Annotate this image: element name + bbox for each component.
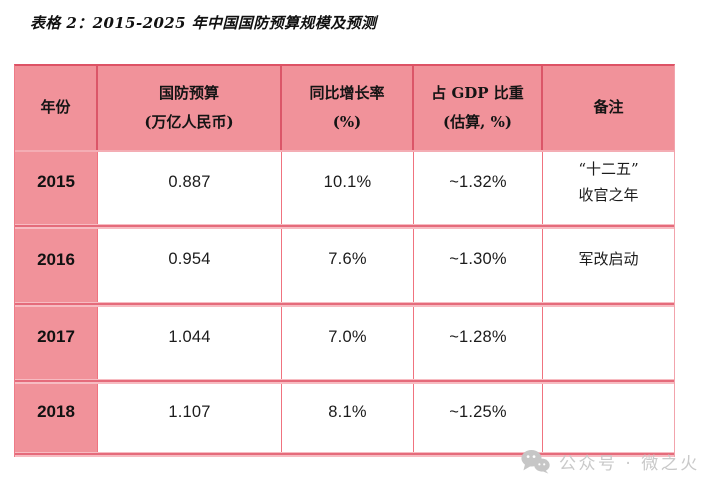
year-cell: 2016 bbox=[15, 229, 98, 302]
table-row-2018: 2018 1.107 8.1% ~1.25% bbox=[15, 384, 674, 452]
year-value: 2018 bbox=[37, 402, 75, 421]
note-cell: “十二五” 收官之年 bbox=[543, 152, 674, 224]
column-header-note-label: 备注 bbox=[593, 98, 624, 117]
gdp-share-value: ~1.28% bbox=[449, 327, 507, 346]
watermark: 公众号 · 微之火 bbox=[521, 449, 700, 474]
budget-value: 1.044 bbox=[168, 327, 211, 346]
column-header-gdp-share-label: 占 GDP 比重 (估算, %) bbox=[431, 83, 524, 131]
budget-value: 0.954 bbox=[168, 250, 211, 268]
growth-cell: 10.1% bbox=[282, 152, 414, 224]
year-value: 2017 bbox=[37, 327, 75, 346]
table-title: 表格 2：2015-2025 年中国国防预算规模及预测 bbox=[30, 14, 377, 32]
wechat-icon bbox=[521, 450, 550, 474]
table-row-2016: 2016 0.954 7.6% ~1.30% 军改启动 bbox=[15, 229, 674, 302]
gdp-share-value: ~1.25% bbox=[449, 402, 507, 421]
growth-value: 7.0% bbox=[328, 327, 367, 346]
budget-cell: 0.954 bbox=[98, 229, 282, 302]
column-header-gdp-share: 占 GDP 比重 (估算, %) bbox=[414, 66, 543, 150]
column-header-year: 年份 bbox=[15, 66, 98, 150]
budget-cell: 1.107 bbox=[98, 384, 282, 452]
gdp-share-value: ~1.30% bbox=[449, 250, 507, 268]
column-header-budget: 国防预算 (万亿人民币) bbox=[98, 66, 282, 150]
gdp-share-cell: ~1.30% bbox=[414, 229, 543, 302]
note-cell: 军改启动 bbox=[543, 229, 674, 302]
row-separator bbox=[15, 302, 674, 307]
note-value: 军改启动 bbox=[578, 250, 639, 269]
column-header-note: 备注 bbox=[543, 66, 674, 150]
growth-cell: 8.1% bbox=[282, 384, 414, 452]
budget-value: 1.107 bbox=[168, 402, 211, 421]
table-header-row: 年份 国防预算 (万亿人民币) 同比增长率 (%) 占 GDP 比重 (估算, … bbox=[15, 66, 674, 152]
gdp-share-cell: ~1.32% bbox=[414, 152, 543, 224]
budget-cell: 1.044 bbox=[98, 307, 282, 379]
column-header-budget-label: 国防预算 (万亿人民币) bbox=[144, 83, 234, 131]
budget-value: 0.887 bbox=[168, 172, 211, 191]
growth-cell: 7.6% bbox=[282, 229, 414, 302]
defense-budget-table: 年份 国防预算 (万亿人民币) 同比增长率 (%) 占 GDP 比重 (估算, … bbox=[14, 64, 675, 457]
growth-value: 10.1% bbox=[323, 172, 372, 191]
table-bottom-border bbox=[15, 452, 674, 457]
row-separator bbox=[15, 379, 674, 384]
column-header-growth: 同比增长率 (%) bbox=[282, 66, 414, 150]
table-row-2015: 2015 0.887 10.1% ~1.32% “十二五” 收官之年 bbox=[15, 152, 674, 224]
gdp-share-cell: ~1.28% bbox=[414, 307, 543, 379]
row-separator bbox=[15, 224, 674, 229]
year-value: 2016 bbox=[37, 249, 75, 269]
growth-value: 8.1% bbox=[328, 402, 367, 421]
year-cell: 2015 bbox=[15, 152, 98, 224]
year-value: 2015 bbox=[37, 172, 75, 191]
gdp-share-cell: ~1.25% bbox=[414, 384, 543, 452]
budget-cell: 0.887 bbox=[98, 152, 282, 224]
table-row-2017: 2017 1.044 7.0% ~1.28% bbox=[15, 307, 674, 379]
growth-value: 7.6% bbox=[328, 250, 367, 268]
year-cell: 2017 bbox=[15, 307, 98, 379]
watermark-text: 公众号 · 微之火 bbox=[559, 454, 700, 474]
gdp-share-value: ~1.32% bbox=[449, 172, 507, 191]
note-value: “十二五” 收官之年 bbox=[578, 159, 639, 204]
year-cell: 2018 bbox=[15, 384, 98, 452]
growth-cell: 7.0% bbox=[282, 307, 414, 379]
column-header-year-label: 年份 bbox=[40, 98, 71, 117]
note-cell bbox=[543, 384, 674, 452]
note-cell bbox=[543, 307, 674, 379]
column-header-growth-label: 同比增长率 (%) bbox=[309, 83, 385, 131]
